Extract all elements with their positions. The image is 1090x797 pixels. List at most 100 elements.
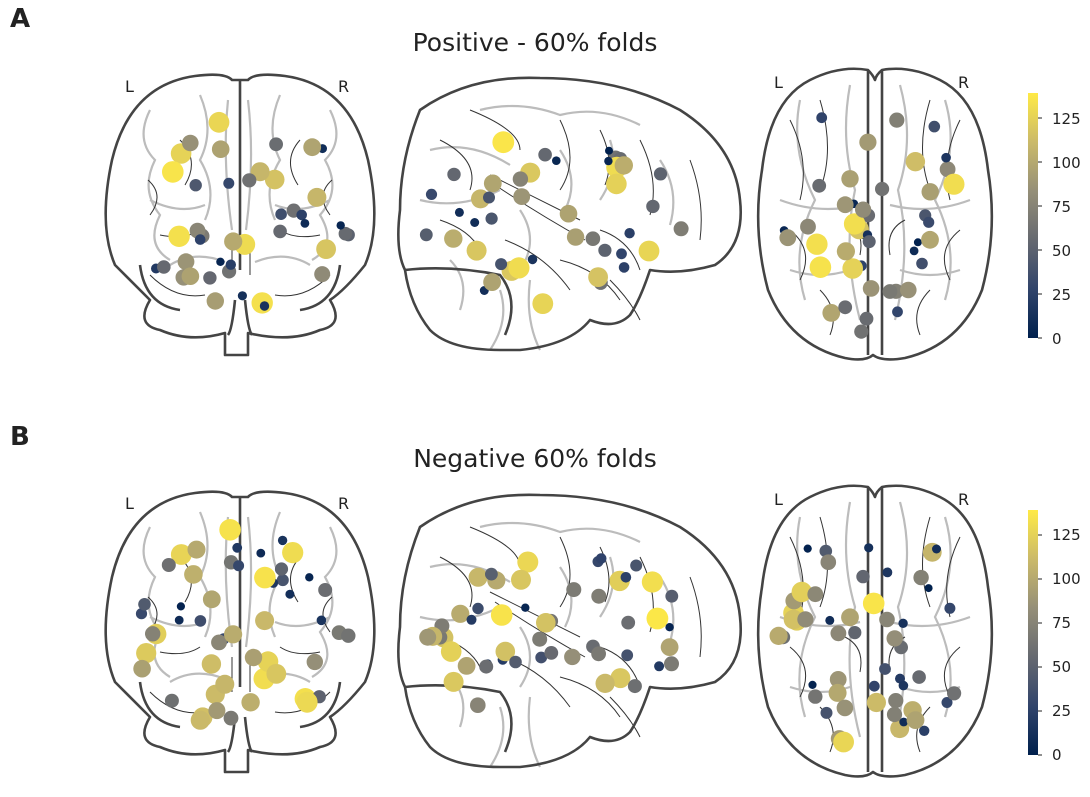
brain-node: [189, 179, 202, 192]
brain-node: [566, 582, 582, 598]
brain-node: [665, 589, 679, 603]
brain-node: [769, 626, 788, 646]
brain-node: [892, 306, 903, 318]
brain-node: [621, 615, 636, 630]
panel-a-tick-75: 75: [1052, 198, 1072, 216]
panel-b-letter: B: [10, 422, 30, 452]
brain-node: [879, 611, 895, 628]
brain-node: [425, 188, 438, 200]
brain-node: [182, 134, 199, 152]
brain-node: [591, 588, 607, 604]
brain-node: [886, 630, 903, 647]
panel-a-title: Positive - 60% folds: [412, 28, 658, 57]
brain-node: [225, 259, 236, 270]
brain-node: [483, 191, 495, 204]
panel-b-nodes: [133, 519, 962, 753]
brain-node: [338, 226, 353, 241]
brain-node: [944, 602, 956, 614]
panel-a-colorbar-ticks-marks: [1038, 117, 1042, 339]
brain-node: [440, 641, 462, 662]
brain-node: [641, 571, 664, 593]
brain-node: [928, 120, 941, 133]
brain-node: [266, 663, 287, 684]
brain-node: [216, 257, 225, 266]
brain-node: [457, 657, 476, 675]
brain-node: [868, 680, 880, 692]
brain-node: [829, 671, 847, 688]
panel-b-colorbar: [1028, 510, 1038, 755]
brain-node: [595, 673, 615, 694]
brain-node: [841, 170, 859, 188]
panel-b-coronal-left-label: L: [125, 494, 134, 513]
brain-node: [909, 246, 919, 256]
brain-node: [816, 112, 828, 124]
panel-a-axial-brain: [756, 67, 994, 361]
brain-node: [512, 171, 529, 187]
brain-node: [451, 604, 470, 623]
brain-node: [898, 618, 908, 628]
brain-node: [521, 603, 530, 612]
brain-node: [552, 156, 561, 165]
brain-node: [862, 235, 876, 249]
brain-node: [447, 167, 461, 182]
brain-node: [638, 240, 660, 262]
brain-node: [224, 232, 243, 251]
panel-a-colorbar: [1028, 93, 1038, 338]
brain-node: [879, 663, 891, 675]
brain-node: [820, 706, 833, 719]
brain-node: [588, 267, 608, 287]
brain-node: [237, 291, 247, 301]
brain-node: [932, 544, 941, 554]
brain-node: [889, 112, 905, 128]
brain-node: [604, 156, 613, 166]
brain-node: [941, 697, 953, 708]
panel-b-tick-25: 25: [1052, 702, 1072, 720]
brain-node: [242, 173, 257, 188]
panel-a-tick-0: 0: [1052, 330, 1062, 348]
brain-node: [803, 544, 812, 553]
brain-node: [269, 137, 283, 152]
brain-node: [660, 638, 679, 656]
brain-node: [316, 615, 327, 626]
panel-a-tick-25: 25: [1052, 286, 1072, 304]
brain-node: [791, 581, 812, 603]
brain-node: [259, 301, 270, 311]
panel-a-tick-100: 100: [1052, 154, 1081, 172]
brain-node: [783, 609, 804, 630]
brain-node: [905, 152, 926, 172]
brain-node: [282, 542, 304, 564]
brain-node: [833, 731, 854, 753]
brain-node: [947, 686, 962, 701]
brain-node: [277, 535, 288, 546]
brain-node: [444, 229, 463, 248]
brain-node: [621, 649, 634, 662]
brain-node: [862, 280, 880, 297]
brain-node: [812, 178, 827, 193]
brain-node: [336, 221, 345, 230]
brain-node: [466, 614, 477, 625]
brain-node: [921, 230, 939, 249]
brain-node: [836, 699, 854, 717]
brain-node: [943, 173, 965, 195]
brain-node: [866, 692, 887, 713]
brain-node: [275, 208, 287, 220]
brain-node: [598, 243, 612, 257]
brain-node: [472, 602, 484, 615]
brain-node: [585, 231, 601, 246]
brain-node: [627, 679, 642, 694]
panel-a-letter: A: [10, 4, 31, 34]
panel-b-coronal-right-label: R: [338, 494, 350, 513]
panel-a-coronal-brain: [104, 73, 376, 357]
brain-node: [630, 559, 643, 572]
brain-node: [208, 702, 226, 720]
brain-node: [307, 187, 327, 207]
panel-b-axial-brain: [756, 484, 994, 778]
brain-node: [591, 646, 606, 662]
brain-node: [419, 628, 437, 646]
brain-node: [882, 284, 898, 299]
panel-b-axial-right-label: R: [958, 490, 970, 509]
brain-node: [223, 177, 235, 189]
brain-node: [939, 161, 956, 178]
brain-node: [181, 267, 200, 286]
